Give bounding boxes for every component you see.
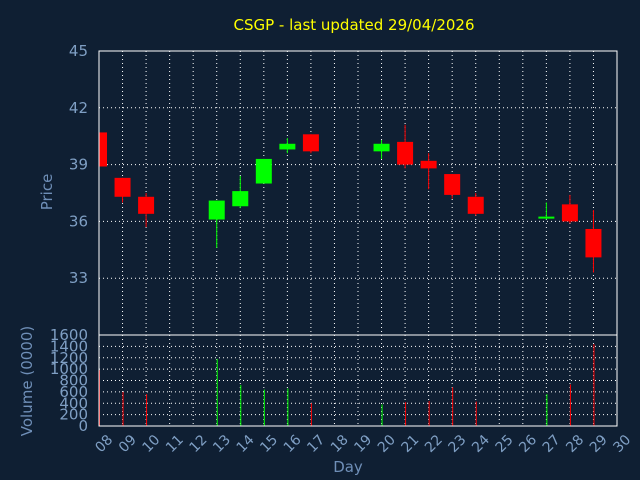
volume-tick-label: 1200 [50,349,88,367]
candle-body [467,196,484,214]
volume-tick-label: 800 [59,372,88,390]
chart-title: CSGP - last updated 29/04/2026 [233,16,474,34]
candle-body [444,174,461,195]
price-tick-label: 33 [69,269,88,287]
candle-body [420,160,437,169]
volume-tick-label: 200 [59,406,88,424]
candle-body [114,177,131,197]
candle-body [208,200,225,220]
price-tick-label: 42 [69,99,88,117]
candle-body [255,158,272,184]
candle-body [279,143,296,150]
x-axis-label: Day [333,458,363,476]
candle-body [397,141,414,165]
candle-body [232,191,249,207]
volume-tick-label: 400 [59,394,88,412]
price-panel: 33 36 39 42 45 [69,42,618,336]
candle-body [585,228,602,258]
volume-tick-label: 1400 [50,337,88,355]
candle-body [561,204,578,222]
candle-body [99,132,107,167]
price-tick-label: 39 [69,156,88,174]
candle-body [138,196,155,214]
volume-frame [98,334,618,427]
candle-body [302,134,319,152]
price-axis-label: Price [38,174,56,211]
x-axis: 08 09 10 11 12 13 14 15 16 17 18 19 20 21 22 23 24 25 26 27… [92,432,634,456]
volume-tick-label: 1600 [50,326,88,344]
volume-tick-label: 600 [59,383,88,401]
price-tick-label: 36 [69,212,88,230]
volume-tick-label: 0 [78,417,88,435]
candle-body [373,143,390,152]
volume-axis-label: Volume (0000) [18,326,36,436]
volume-tick-label: 1000 [50,360,88,378]
candle-body [538,216,555,219]
price-tick-label: 45 [69,42,88,60]
